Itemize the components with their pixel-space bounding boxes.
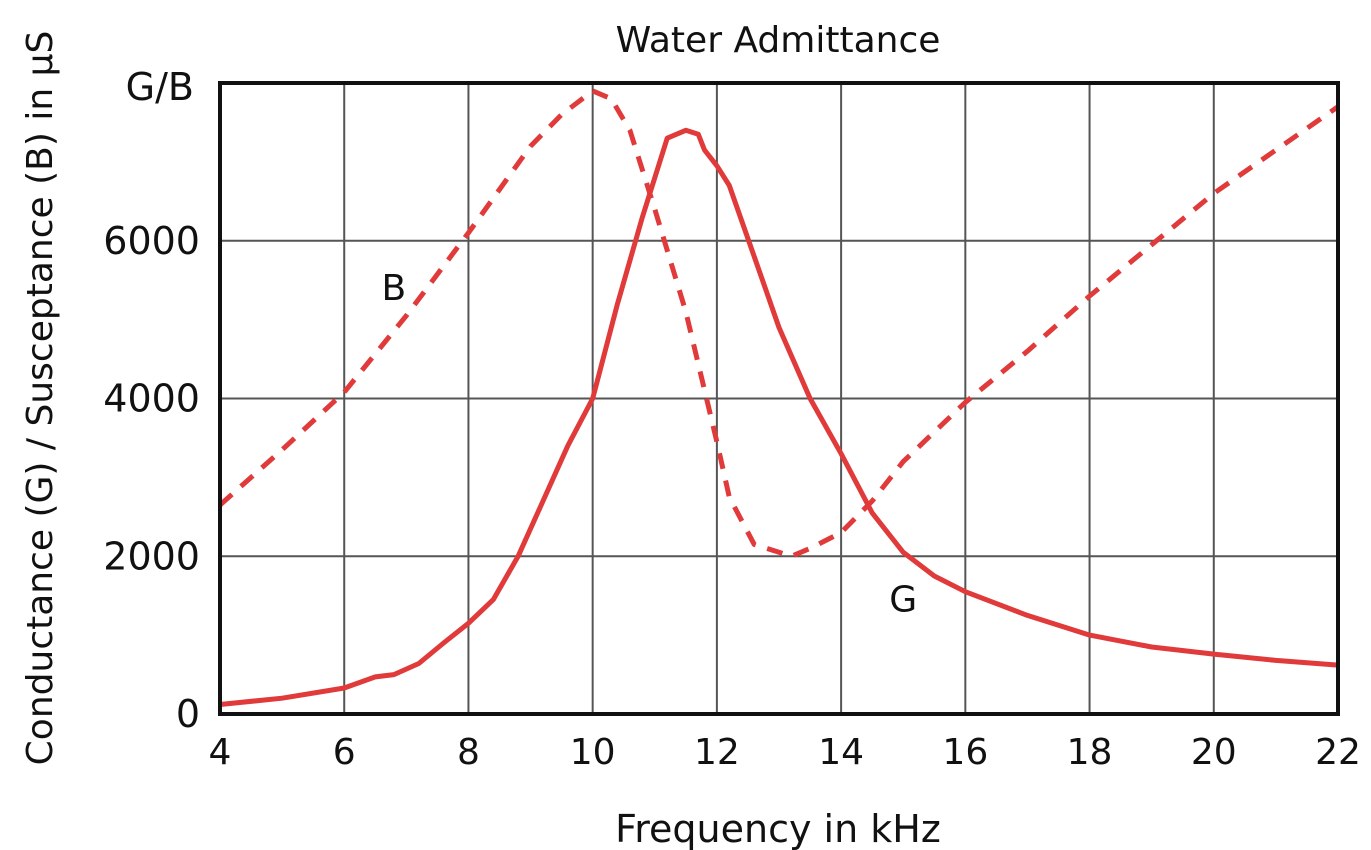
annotation-label-b: B	[382, 268, 407, 309]
y-tick-label-0: 0	[176, 692, 200, 736]
x-tick-label-16: 16	[942, 732, 988, 773]
y-tick-label-4000: 4000	[103, 377, 200, 421]
x-tick-label-18: 18	[1067, 732, 1113, 773]
series-line-b	[218, 88, 1340, 559]
x-tick-label-8: 8	[457, 732, 480, 773]
y-top-label: G/B	[126, 65, 194, 109]
x-tick-label-20: 20	[1191, 732, 1237, 773]
chart-title: Water Admittance	[616, 20, 941, 61]
y-tick-labels: 0 2000 4000 6000	[103, 219, 200, 736]
y-axis-label: Conductance (G) / Susceptance (B) in µS	[20, 31, 61, 766]
x-axis-label: Frequency in kHz	[615, 807, 941, 850]
x-tick-label-6: 6	[333, 732, 356, 773]
x-tick-label-12: 12	[694, 732, 740, 773]
x-tick-labels: 4 6 8 10 12 14 16 18 20 22	[209, 732, 1361, 773]
series-lines	[218, 88, 1340, 707]
annotation-label-g: G	[889, 579, 917, 620]
x-tick-label-10: 10	[570, 732, 616, 773]
x-tick-label-14: 14	[818, 732, 864, 773]
x-tick-label-4: 4	[209, 732, 232, 773]
x-tick-label-22: 22	[1315, 732, 1361, 773]
y-tick-label-6000: 6000	[103, 219, 200, 263]
grid-lines	[220, 83, 1338, 714]
series-annotations: BG	[382, 268, 918, 621]
y-tick-label-2000: 2000	[103, 534, 200, 578]
plot-frame	[218, 81, 1340, 716]
series-line-g	[219, 127, 1339, 707]
